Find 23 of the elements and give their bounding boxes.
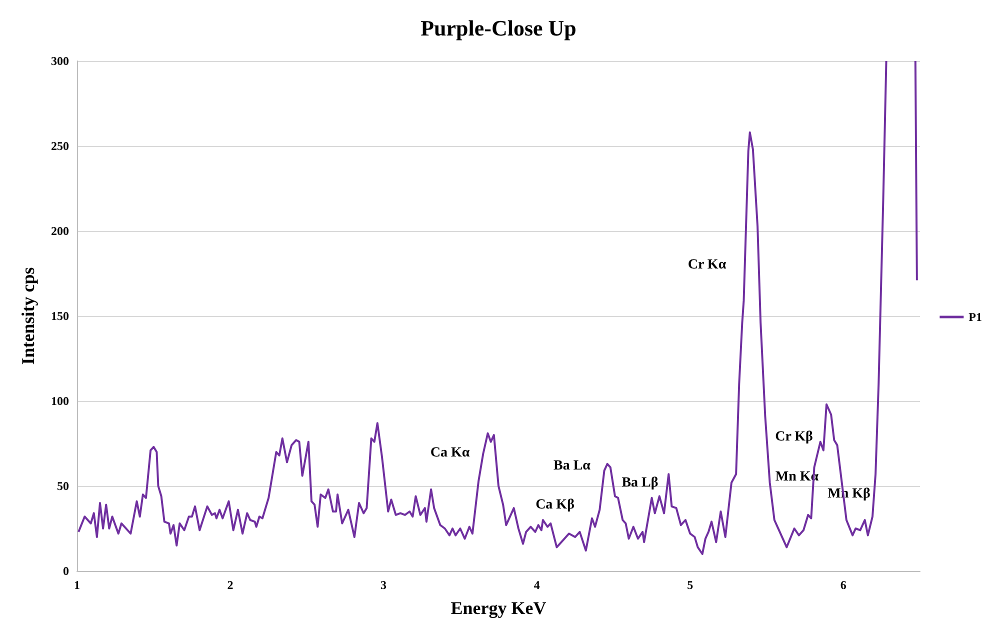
chart-title: Purple-Close Up	[420, 16, 576, 40]
y-tick-label: 250	[51, 139, 69, 153]
x-tick-label: 4	[534, 578, 540, 592]
annotation: Ba Lα	[554, 458, 591, 474]
annotation: Ba Lβ	[622, 476, 658, 490]
annotation: Cr Kα	[688, 258, 726, 272]
x-tick-label: 6	[840, 578, 846, 592]
y-tick-label: 50	[57, 479, 69, 493]
annotation: Ca Kα	[430, 446, 470, 460]
x-axis-title: Energy KeV	[450, 598, 546, 618]
x-tick-label: 5	[687, 578, 694, 592]
x-tick-label: 2	[227, 578, 234, 592]
y-tick-label: 100	[51, 394, 69, 408]
y-tick-label: 300	[51, 54, 69, 68]
x-tick-label: 3	[380, 578, 387, 592]
y-tick-label: 200	[51, 224, 69, 238]
y-axis-title: Intensity cps	[18, 267, 38, 365]
y-tick-label: 0	[63, 564, 69, 578]
legend-label: P1	[968, 310, 982, 324]
y-tick-label: 150	[51, 309, 69, 323]
annotation: Cr Kβ	[775, 430, 813, 444]
annotation: Ca Kβ	[536, 498, 574, 512]
x-tick-label: 1	[74, 578, 80, 592]
